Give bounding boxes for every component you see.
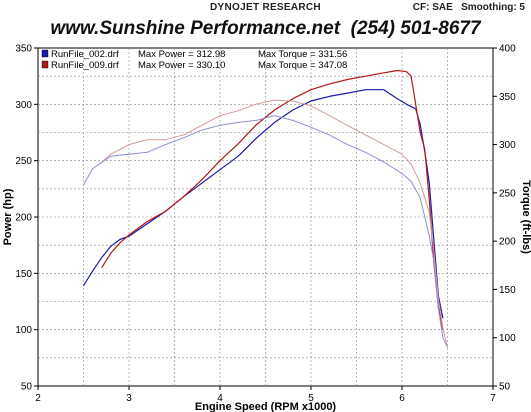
legend-max-power: Max Power = 312.98 [138, 49, 225, 60]
series-line-power-runfile-009-drf [101, 69, 444, 330]
y2-tick-label: 350 [499, 92, 516, 103]
x-tick-label: 6 [399, 393, 405, 404]
y2-axis-label: Torque (ft-lbs) [520, 180, 531, 254]
legend-file: RunFile_002.drf [51, 49, 119, 60]
y2-tick-label: 200 [499, 237, 516, 248]
dyno-header: DYNOJET RESEARCH [210, 2, 321, 13]
legend-file: RunFile_009.drf [51, 60, 119, 71]
y2-tick-label: 150 [499, 285, 516, 296]
x-tick-label: 4 [217, 393, 223, 404]
x-tick-label: 2 [35, 393, 41, 404]
y-tick-label: 350 [15, 44, 32, 55]
x-tick-label: 3 [126, 393, 132, 404]
y-axis-label: Power (hp) [2, 188, 14, 245]
legend-swatch [41, 49, 49, 58]
legend-swatch [41, 60, 49, 69]
legend-max-power: Max Power = 330.10 [138, 60, 225, 71]
y2-tick-label: 50 [499, 382, 511, 393]
brand-title: www.Sunshine Performance.net (254) 501-8… [50, 18, 481, 39]
legend-max-torque: Max Torque = 347.08 [258, 60, 347, 71]
y-tick-label: 50 [21, 382, 33, 393]
y-tick-label: 300 [15, 100, 32, 111]
series-line-torque-runfile-009-drf [101, 99, 448, 348]
legend-max-torque: Max Torque = 331.56 [258, 49, 347, 60]
x-tick-label: 5 [308, 393, 314, 404]
y2-tick-label: 250 [499, 188, 516, 199]
y2-tick-label: 300 [499, 140, 516, 151]
y-tick-label: 100 [15, 325, 32, 336]
x-axis-label: Engine Speed (RPM x1000) [195, 401, 337, 412]
series-line-torque-runfile-002-drf [83, 115, 448, 348]
y-tick-label: 250 [15, 156, 32, 167]
y-tick-label: 200 [15, 213, 32, 224]
y2-tick-label: 100 [499, 333, 516, 344]
x-tick-label: 7 [490, 393, 496, 404]
y2-tick-label: 400 [499, 44, 516, 55]
correction-settings: CF: SAE Smoothing: 5 [412, 2, 525, 13]
y-tick-label: 150 [15, 269, 32, 280]
